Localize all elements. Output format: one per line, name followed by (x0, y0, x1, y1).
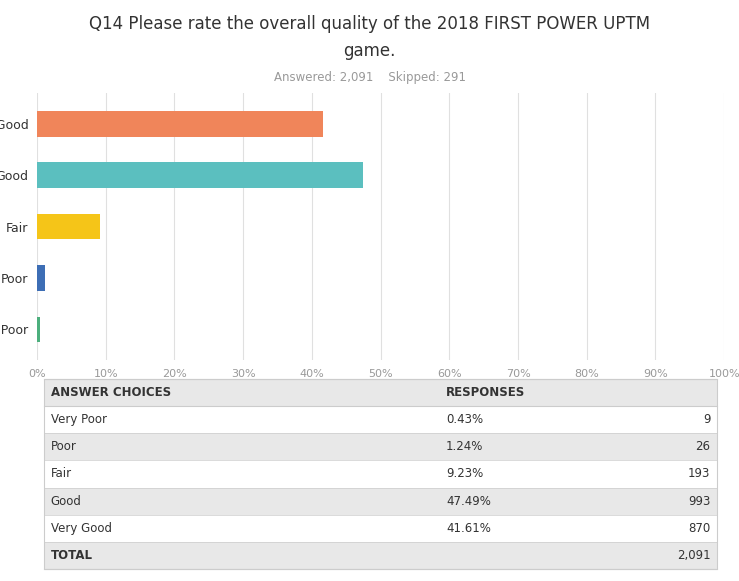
Text: TOTAL: TOTAL (51, 549, 92, 562)
Text: ANSWER CHOICES: ANSWER CHOICES (51, 386, 171, 399)
Text: Fair: Fair (51, 468, 72, 480)
FancyBboxPatch shape (44, 406, 718, 433)
Text: RESPONSES: RESPONSES (446, 386, 525, 399)
Text: 0.43%: 0.43% (446, 413, 483, 426)
Text: 993: 993 (688, 494, 710, 508)
Bar (37, 162, 364, 188)
Text: game.: game. (344, 42, 395, 60)
Text: Answered: 2,091    Skipped: 291: Answered: 2,091 Skipped: 291 (273, 71, 466, 84)
Text: Q14 Please rate the overall quality of the 2018 FIRST POWER UPTM: Q14 Please rate the overall quality of t… (89, 15, 650, 33)
FancyBboxPatch shape (44, 378, 718, 406)
Text: 9: 9 (703, 413, 710, 426)
FancyBboxPatch shape (44, 460, 718, 487)
Text: 2,091: 2,091 (677, 549, 710, 562)
Bar (37, 214, 101, 239)
FancyBboxPatch shape (44, 433, 718, 460)
Text: 1.24%: 1.24% (446, 440, 483, 453)
Text: Very Good: Very Good (51, 522, 112, 535)
Text: 26: 26 (695, 440, 710, 453)
Text: 41.61%: 41.61% (446, 522, 491, 535)
FancyBboxPatch shape (44, 487, 718, 515)
Bar (37, 111, 323, 137)
Text: Good: Good (51, 494, 81, 508)
Text: 193: 193 (688, 468, 710, 480)
Text: Poor: Poor (51, 440, 77, 453)
FancyBboxPatch shape (44, 542, 718, 569)
Text: Very Poor: Very Poor (51, 413, 106, 426)
Text: 870: 870 (688, 522, 710, 535)
Text: 47.49%: 47.49% (446, 494, 491, 508)
Bar (37, 265, 46, 291)
FancyBboxPatch shape (44, 515, 718, 542)
Text: 9.23%: 9.23% (446, 468, 483, 480)
Bar (37, 317, 40, 342)
